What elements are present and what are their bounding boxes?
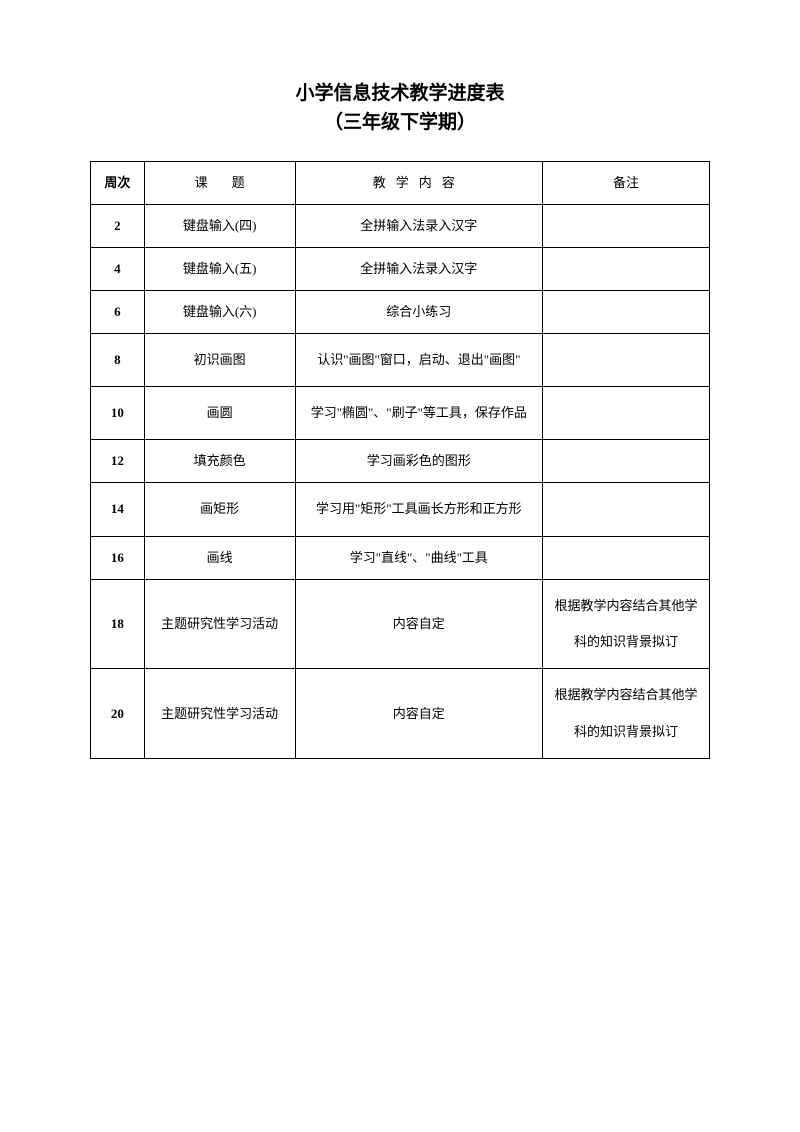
cell-content: 学习画彩色的图形 [295, 440, 543, 483]
cell-topic: 初识画图 [144, 333, 295, 386]
cell-week: 8 [91, 333, 145, 386]
schedule-table: 周次 课题 教学内容 备注 2 键盘输入(四) 全拼输入法录入汉字 4 键盘输入… [90, 161, 710, 759]
cell-topic: 键盘输入(五) [144, 247, 295, 290]
cell-week: 20 [91, 669, 145, 759]
header-notes: 备注 [543, 162, 710, 205]
cell-notes [543, 204, 710, 247]
cell-notes [543, 440, 710, 483]
title-line-1: 小学信息技术教学进度表 [90, 80, 710, 109]
page-title: 小学信息技术教学进度表 （三年级下学期） [90, 80, 710, 137]
cell-topic: 画线 [144, 536, 295, 579]
table-row: 2 键盘输入(四) 全拼输入法录入汉字 [91, 204, 710, 247]
cell-week: 18 [91, 579, 145, 669]
cell-content: 认识"画图"窗口，启动、退出"画图" [295, 333, 543, 386]
cell-week: 14 [91, 483, 145, 536]
cell-content: 内容自定 [295, 579, 543, 669]
header-week: 周次 [91, 162, 145, 205]
table-row: 20 主题研究性学习活动 内容自定 根据教学内容结合其他学科的知识背景拟订 [91, 669, 710, 759]
table-row: 16 画线 学习"直线"、"曲线"工具 [91, 536, 710, 579]
table-row: 8 初识画图 认识"画图"窗口，启动、退出"画图" [91, 333, 710, 386]
cell-content: 学习用"矩形"工具画长方形和正方形 [295, 483, 543, 536]
header-content: 教学内容 [295, 162, 543, 205]
cell-topic: 主题研究性学习活动 [144, 669, 295, 759]
table-header-row: 周次 课题 教学内容 备注 [91, 162, 710, 205]
title-line-2: （三年级下学期） [90, 109, 710, 138]
document-page: 小学信息技术教学进度表 （三年级下学期） 周次 课题 教学内容 备注 2 键盘输… [0, 0, 800, 799]
cell-week: 2 [91, 204, 145, 247]
cell-notes: 根据教学内容结合其他学科的知识背景拟订 [543, 579, 710, 669]
cell-topic: 画圆 [144, 386, 295, 439]
cell-notes [543, 386, 710, 439]
cell-week: 12 [91, 440, 145, 483]
table-row: 18 主题研究性学习活动 内容自定 根据教学内容结合其他学科的知识背景拟订 [91, 579, 710, 669]
cell-topic: 画矩形 [144, 483, 295, 536]
cell-topic: 键盘输入(四) [144, 204, 295, 247]
cell-topic: 填充颜色 [144, 440, 295, 483]
table-row: 6 键盘输入(六) 综合小练习 [91, 290, 710, 333]
cell-week: 16 [91, 536, 145, 579]
cell-content: 全拼输入法录入汉字 [295, 204, 543, 247]
cell-notes [543, 247, 710, 290]
table-row: 10 画圆 学习"椭圆"、"刷子"等工具，保存作品 [91, 386, 710, 439]
cell-topic: 键盘输入(六) [144, 290, 295, 333]
cell-notes [543, 536, 710, 579]
cell-notes: 根据教学内容结合其他学科的知识背景拟订 [543, 669, 710, 759]
header-topic: 课题 [144, 162, 295, 205]
cell-content: 学习"椭圆"、"刷子"等工具，保存作品 [295, 386, 543, 439]
cell-week: 10 [91, 386, 145, 439]
table-row: 14 画矩形 学习用"矩形"工具画长方形和正方形 [91, 483, 710, 536]
cell-content: 学习"直线"、"曲线"工具 [295, 536, 543, 579]
cell-week: 4 [91, 247, 145, 290]
table-row: 4 键盘输入(五) 全拼输入法录入汉字 [91, 247, 710, 290]
cell-topic: 主题研究性学习活动 [144, 579, 295, 669]
cell-week: 6 [91, 290, 145, 333]
cell-notes [543, 290, 710, 333]
cell-content: 全拼输入法录入汉字 [295, 247, 543, 290]
cell-content: 综合小练习 [295, 290, 543, 333]
cell-content: 内容自定 [295, 669, 543, 759]
cell-notes [543, 483, 710, 536]
table-row: 12 填充颜色 学习画彩色的图形 [91, 440, 710, 483]
cell-notes [543, 333, 710, 386]
